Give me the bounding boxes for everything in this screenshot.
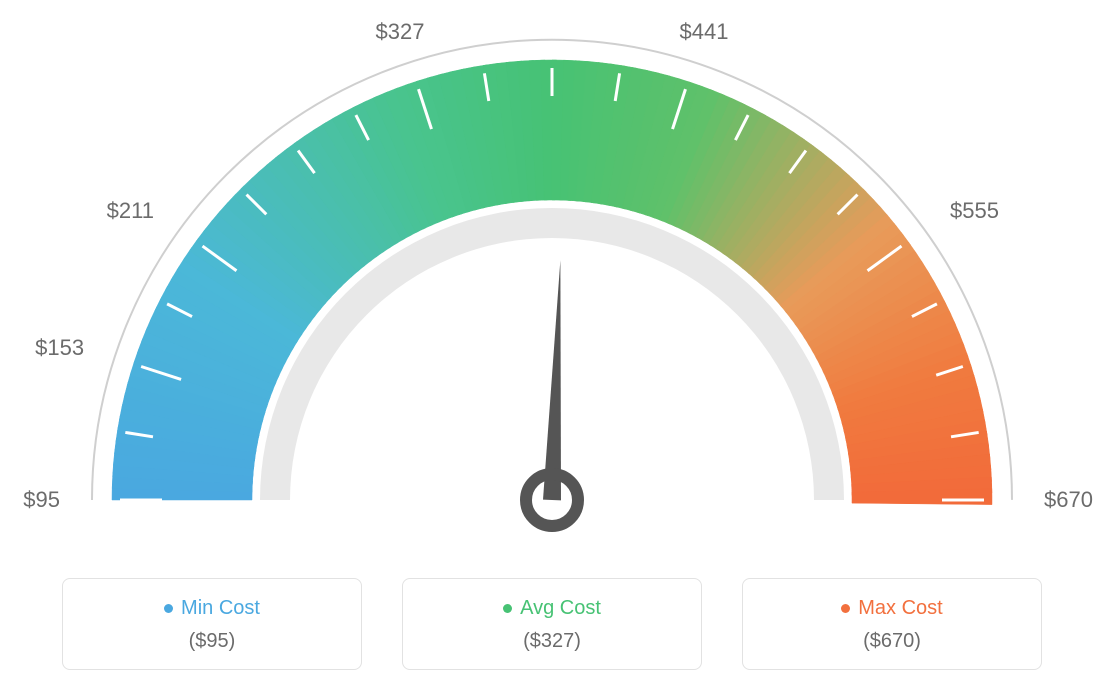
legend-row: Min Cost ($95) Avg Cost ($327) Max Cost … xyxy=(0,578,1104,670)
svg-text:$327: $327 xyxy=(375,19,424,44)
cost-gauge: $95 $153 $211 $327 $441 $555 $670 xyxy=(0,0,1104,560)
legend-card-avg: Avg Cost ($327) xyxy=(402,578,702,670)
legend-card-max: Max Cost ($670) xyxy=(742,578,1042,670)
svg-text:$670: $670 xyxy=(1044,487,1093,512)
legend-label-max: Max Cost xyxy=(858,597,942,620)
svg-text:$153: $153 xyxy=(35,335,84,360)
dot-min xyxy=(164,604,173,613)
legend-title-min: Min Cost xyxy=(164,597,260,620)
legend-value-min: ($95) xyxy=(73,630,351,653)
legend-title-max: Max Cost xyxy=(841,597,942,620)
legend-value-max: ($670) xyxy=(753,630,1031,653)
legend-label-min: Min Cost xyxy=(181,597,260,620)
gauge-needle xyxy=(543,260,561,500)
svg-text:$555: $555 xyxy=(950,198,999,223)
gauge-svg: $95 $153 $211 $327 $441 $555 $670 xyxy=(0,0,1104,560)
dot-max xyxy=(841,604,850,613)
legend-label-avg: Avg Cost xyxy=(520,597,601,620)
dot-avg xyxy=(503,604,512,613)
svg-text:$95: $95 xyxy=(23,487,60,512)
legend-title-avg: Avg Cost xyxy=(503,597,601,620)
legend-value-avg: ($327) xyxy=(413,630,691,653)
legend-card-min: Min Cost ($95) xyxy=(62,578,362,670)
svg-text:$441: $441 xyxy=(680,19,729,44)
svg-text:$211: $211 xyxy=(107,198,154,223)
